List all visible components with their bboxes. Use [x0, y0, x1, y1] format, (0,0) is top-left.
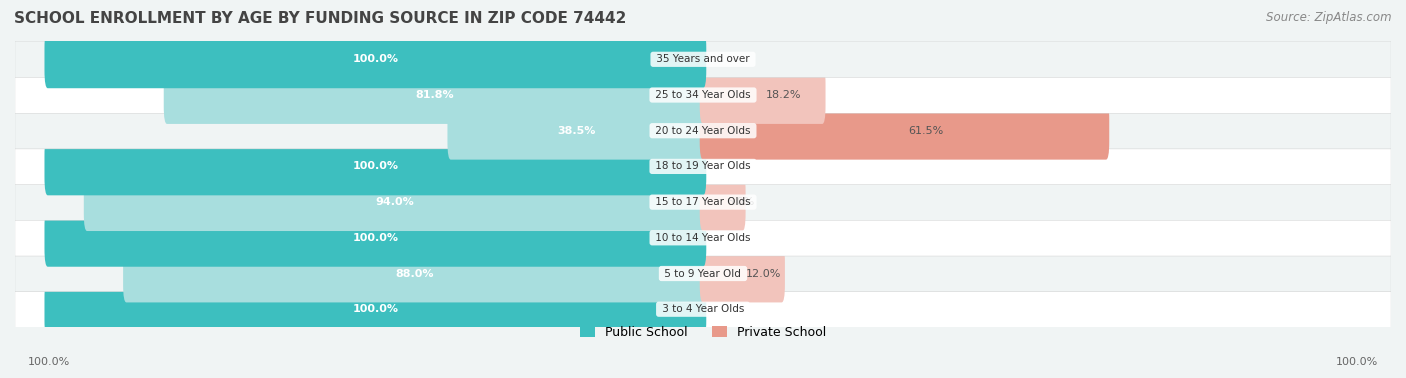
Text: 100.0%: 100.0%	[28, 357, 70, 367]
FancyBboxPatch shape	[15, 220, 1391, 256]
Text: 35 Years and over: 35 Years and over	[652, 54, 754, 64]
FancyBboxPatch shape	[45, 209, 706, 267]
Text: 12.0%: 12.0%	[745, 268, 780, 279]
FancyBboxPatch shape	[124, 245, 706, 302]
Text: 18 to 19 Year Olds: 18 to 19 Year Olds	[652, 161, 754, 171]
Text: 10 to 14 Year Olds: 10 to 14 Year Olds	[652, 233, 754, 243]
Text: 18.2%: 18.2%	[766, 90, 801, 100]
Legend: Public School, Private School: Public School, Private School	[575, 321, 831, 344]
Text: 100.0%: 100.0%	[353, 233, 398, 243]
FancyBboxPatch shape	[15, 148, 1391, 184]
Text: 100.0%: 100.0%	[353, 54, 398, 64]
Text: 100.0%: 100.0%	[1336, 357, 1378, 367]
Text: Source: ZipAtlas.com: Source: ZipAtlas.com	[1267, 11, 1392, 24]
FancyBboxPatch shape	[45, 30, 706, 88]
FancyBboxPatch shape	[15, 77, 1391, 113]
FancyBboxPatch shape	[700, 66, 825, 124]
FancyBboxPatch shape	[84, 173, 706, 231]
FancyBboxPatch shape	[15, 184, 1391, 220]
Text: 88.0%: 88.0%	[395, 268, 434, 279]
Text: 6.0%: 6.0%	[725, 197, 754, 207]
FancyBboxPatch shape	[45, 138, 706, 195]
FancyBboxPatch shape	[15, 41, 1391, 77]
Text: 5 to 9 Year Old: 5 to 9 Year Old	[661, 268, 745, 279]
FancyBboxPatch shape	[15, 255, 1391, 292]
FancyBboxPatch shape	[15, 291, 1391, 327]
Text: 81.8%: 81.8%	[416, 90, 454, 100]
Text: 25 to 34 Year Olds: 25 to 34 Year Olds	[652, 90, 754, 100]
FancyBboxPatch shape	[700, 102, 1109, 160]
FancyBboxPatch shape	[700, 173, 745, 231]
FancyBboxPatch shape	[45, 280, 706, 338]
FancyBboxPatch shape	[163, 66, 706, 124]
Text: 38.5%: 38.5%	[558, 126, 596, 136]
Text: 15 to 17 Year Olds: 15 to 17 Year Olds	[652, 197, 754, 207]
Text: SCHOOL ENROLLMENT BY AGE BY FUNDING SOURCE IN ZIP CODE 74442: SCHOOL ENROLLMENT BY AGE BY FUNDING SOUR…	[14, 11, 627, 26]
Text: 100.0%: 100.0%	[353, 304, 398, 314]
Text: 61.5%: 61.5%	[908, 126, 943, 136]
Text: 3 to 4 Year Olds: 3 to 4 Year Olds	[658, 304, 748, 314]
Text: 94.0%: 94.0%	[375, 197, 415, 207]
Text: 100.0%: 100.0%	[353, 161, 398, 171]
FancyBboxPatch shape	[15, 113, 1391, 149]
FancyBboxPatch shape	[447, 102, 706, 160]
Text: 20 to 24 Year Olds: 20 to 24 Year Olds	[652, 126, 754, 136]
FancyBboxPatch shape	[700, 245, 785, 302]
